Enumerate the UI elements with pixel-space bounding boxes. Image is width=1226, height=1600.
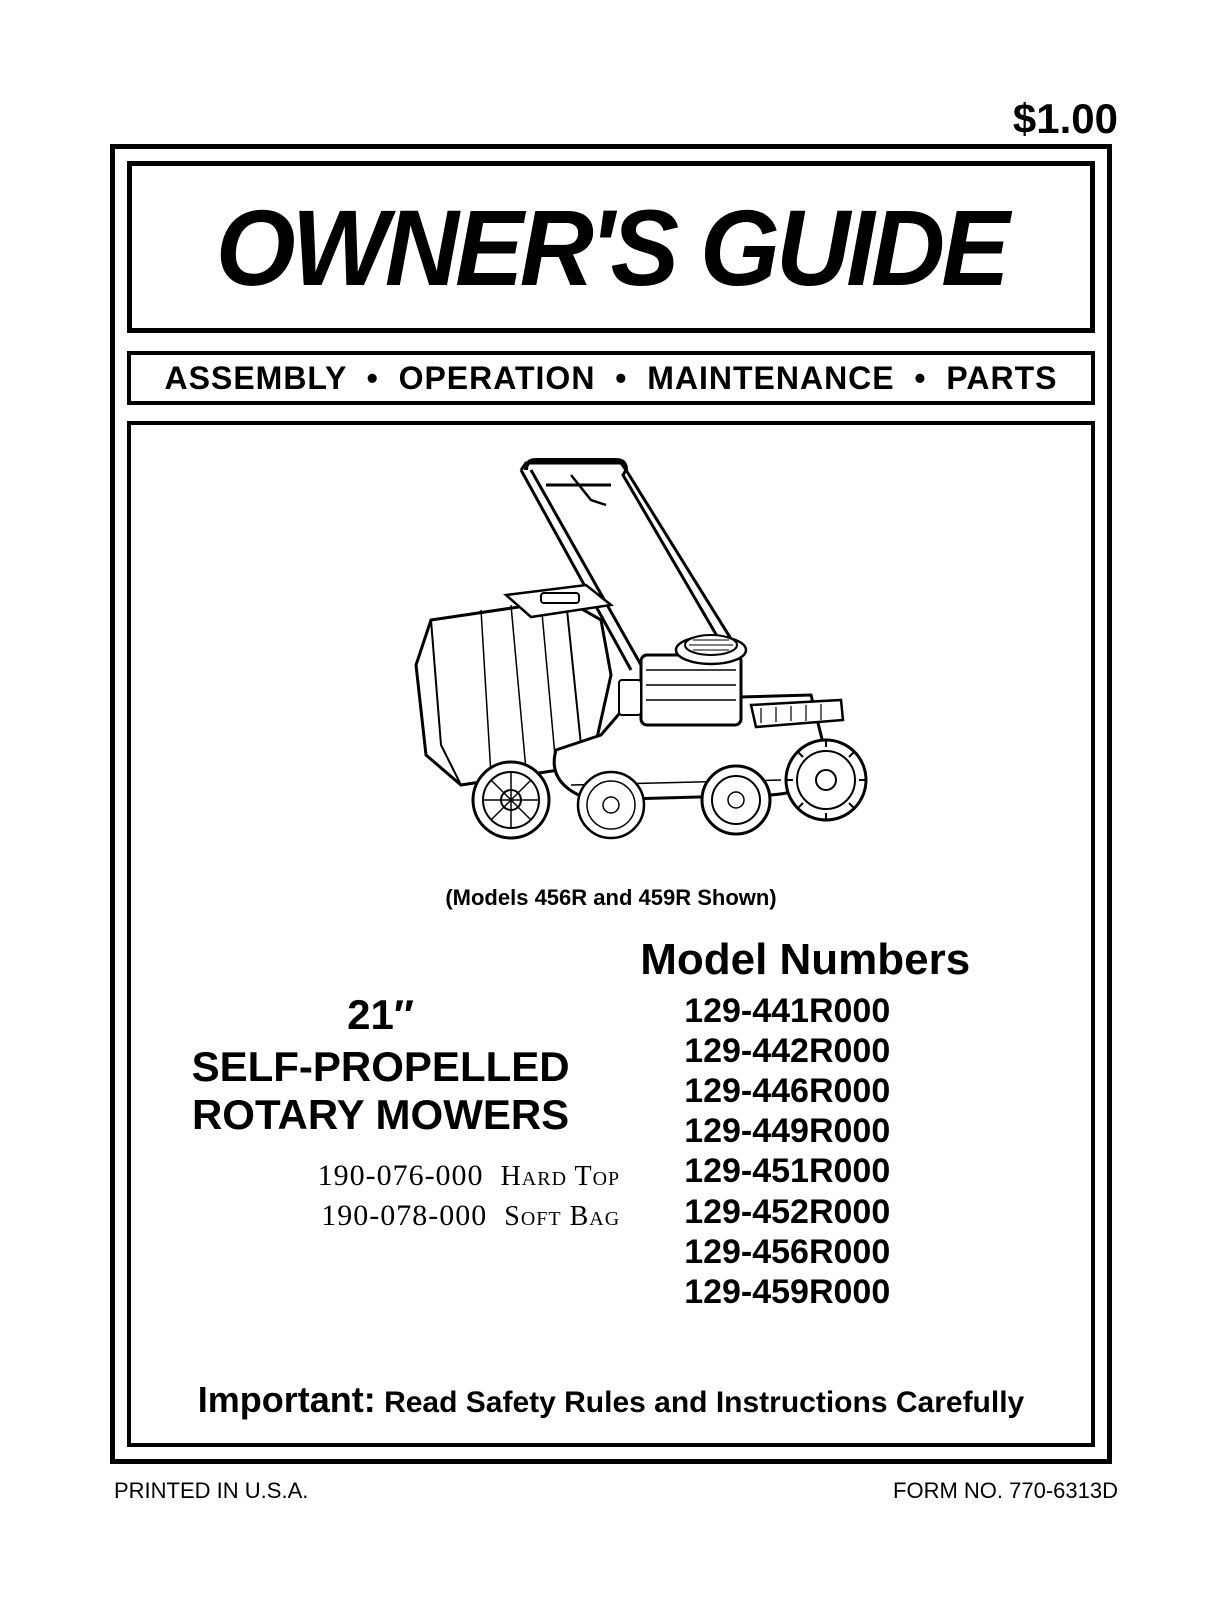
important-text: Read Safety Rules and Instructions Caref… — [376, 1386, 1025, 1419]
hw2-desc: Soft Bag — [504, 1201, 620, 1232]
handwritten-line1: 190-076-000 Hard Top — [131, 1156, 620, 1197]
document-title: OWNER'S GUIDE — [216, 185, 1006, 310]
mower-illustration — [331, 445, 891, 875]
subtitle-box: ASSEMBLY • OPERATION • MAINTENANCE • PAR… — [127, 351, 1095, 405]
model-number: 129-459R000 — [640, 1272, 1091, 1312]
handwritten-notes: 190-076-000 Hard Top 190-078-000 Soft Ba… — [131, 1156, 630, 1237]
model-number: 129-441R000 — [640, 991, 1091, 1031]
important-notice: Important: Read Safety Rules and Instruc… — [131, 1379, 1091, 1421]
handwritten-line2: 190-078-000 Soft Bag — [131, 1196, 620, 1237]
product-column: 21″ SELF-PROPELLED ROTARY MOWERS 190-076… — [131, 935, 630, 1312]
price-label: $1.00 — [1013, 95, 1118, 143]
product-name-line2: ROTARY MOWERS — [131, 1091, 630, 1139]
subtitle-text: ASSEMBLY • OPERATION • MAINTENANCE • PAR… — [165, 360, 1058, 397]
model-number: 129-442R000 — [640, 1031, 1091, 1071]
illustration-caption: (Models 456R and 459R Shown) — [131, 885, 1091, 911]
model-number: 129-451R000 — [640, 1151, 1091, 1191]
models-heading: Model Numbers — [640, 935, 1091, 985]
model-number: 129-446R000 — [640, 1071, 1091, 1111]
title-box: OWNER'S GUIDE — [127, 161, 1095, 333]
product-size: 21″ — [131, 991, 630, 1039]
model-number: 129-456R000 — [640, 1232, 1091, 1272]
product-name-line1: SELF-PROPELLED — [131, 1043, 630, 1091]
footer-printed-in: PRINTED IN U.S.A. — [114, 1478, 308, 1504]
footer-form-number: FORM NO. 770-6313D — [893, 1478, 1118, 1504]
main-content-box: (Models 456R and 459R Shown) 21″ SELF-PR… — [127, 421, 1095, 1447]
important-label: Important: — [198, 1379, 376, 1420]
hw1-num: 190-076-000 — [318, 1159, 484, 1192]
model-number: 129-449R000 — [640, 1111, 1091, 1151]
lower-content-grid: 21″ SELF-PROPELLED ROTARY MOWERS 190-076… — [131, 935, 1091, 1312]
hw1-desc: Hard Top — [501, 1161, 621, 1192]
model-number: 129-452R000 — [640, 1192, 1091, 1232]
hw2-num: 190-078-000 — [321, 1199, 487, 1232]
outer-frame: OWNER'S GUIDE ASSEMBLY • OPERATION • MAI… — [110, 144, 1112, 1464]
models-column: Model Numbers 129-441R000 129-442R000 12… — [630, 935, 1091, 1312]
